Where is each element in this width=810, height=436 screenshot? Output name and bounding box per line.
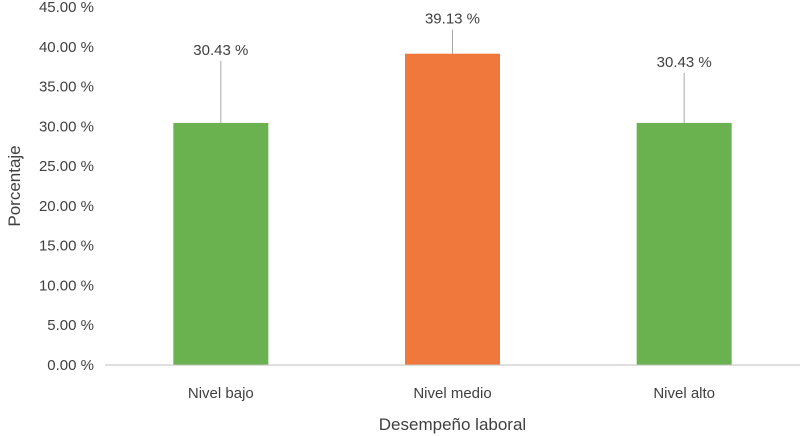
x-axis-title: Desempeño laboral xyxy=(379,415,526,434)
y-tick-label: 25.00 % xyxy=(39,158,94,175)
y-tick-label: 30.00 % xyxy=(39,118,94,135)
bar xyxy=(636,122,732,365)
data-label: 30.43 % xyxy=(657,54,712,71)
y-tick-label: 35.00 % xyxy=(39,79,94,96)
data-label-leader-lines xyxy=(220,29,685,123)
x-tick-label: Nivel bajo xyxy=(188,385,254,402)
x-tick-label: Nivel medio xyxy=(413,385,491,402)
y-axis-ticks: 0.00 % 5.00 % 10.00 % 15.00 % 20.00 % 25.00 %… xyxy=(39,0,94,374)
y-axis-title: Porcentaje xyxy=(5,145,24,226)
y-tick-label: 0.00 % xyxy=(47,357,94,374)
y-tick-label: 10.00 % xyxy=(39,277,94,294)
y-tick-label: 15.00 % xyxy=(39,238,94,255)
bars xyxy=(173,53,732,366)
y-tick-label: 40.00 % xyxy=(39,39,94,56)
data-label: 39.13 % xyxy=(425,11,480,28)
y-tick-label: 20.00 % xyxy=(39,198,94,215)
data-label: 30.43 % xyxy=(193,42,248,59)
x-axis-ticks: Nivel bajo Nivel medio Nivel alto xyxy=(188,385,715,402)
bar xyxy=(405,53,500,366)
y-tick-label: 5.00 % xyxy=(47,317,94,334)
data-labels: 30.43 % 39.13 % 30.43 % xyxy=(193,11,711,71)
bar xyxy=(173,122,269,365)
y-tick-label: 45.00 % xyxy=(39,0,94,16)
x-tick-label: Nivel alto xyxy=(653,385,715,402)
